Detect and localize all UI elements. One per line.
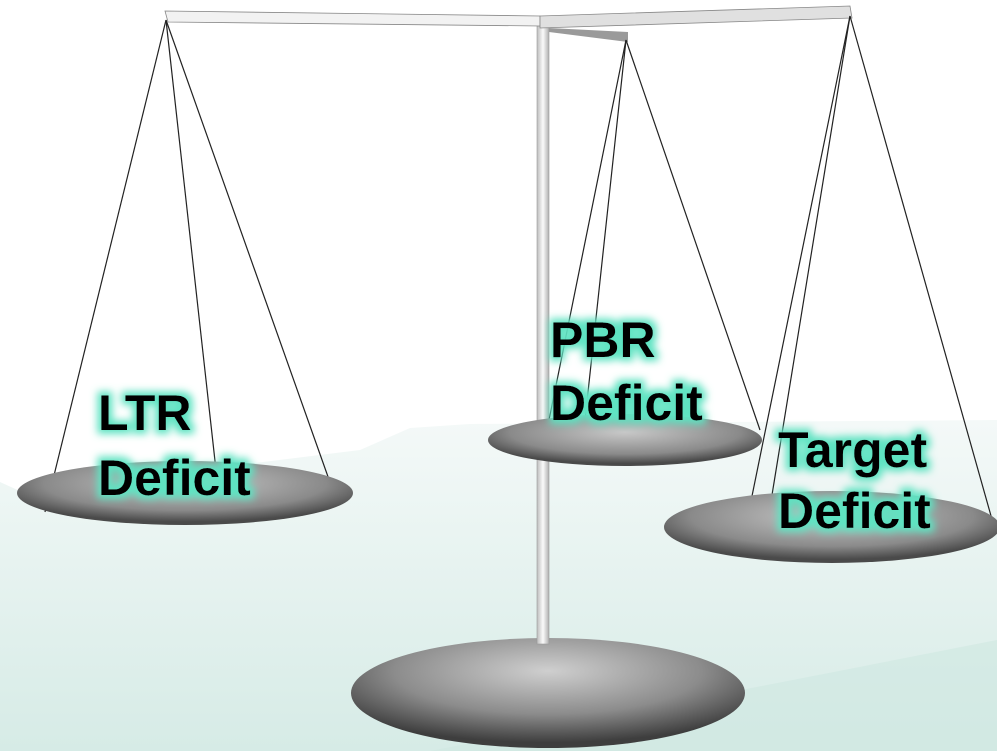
pan-label: LTR <box>98 385 191 441</box>
string <box>626 40 760 430</box>
pan-label: Deficit <box>98 450 251 506</box>
scale-base <box>351 638 745 748</box>
pan-label: Deficit <box>778 483 931 539</box>
scale-beam <box>540 6 852 28</box>
scale-beam <box>165 11 540 26</box>
beam-bracket <box>549 28 628 42</box>
pan-label: PBR <box>550 312 656 368</box>
pan-label: Target <box>778 422 927 478</box>
scale-diagram: LTR Deficit PBR Deficit Target Deficit <box>0 0 997 751</box>
pan-label: Deficit <box>550 375 703 431</box>
scale-pole <box>537 26 549 644</box>
